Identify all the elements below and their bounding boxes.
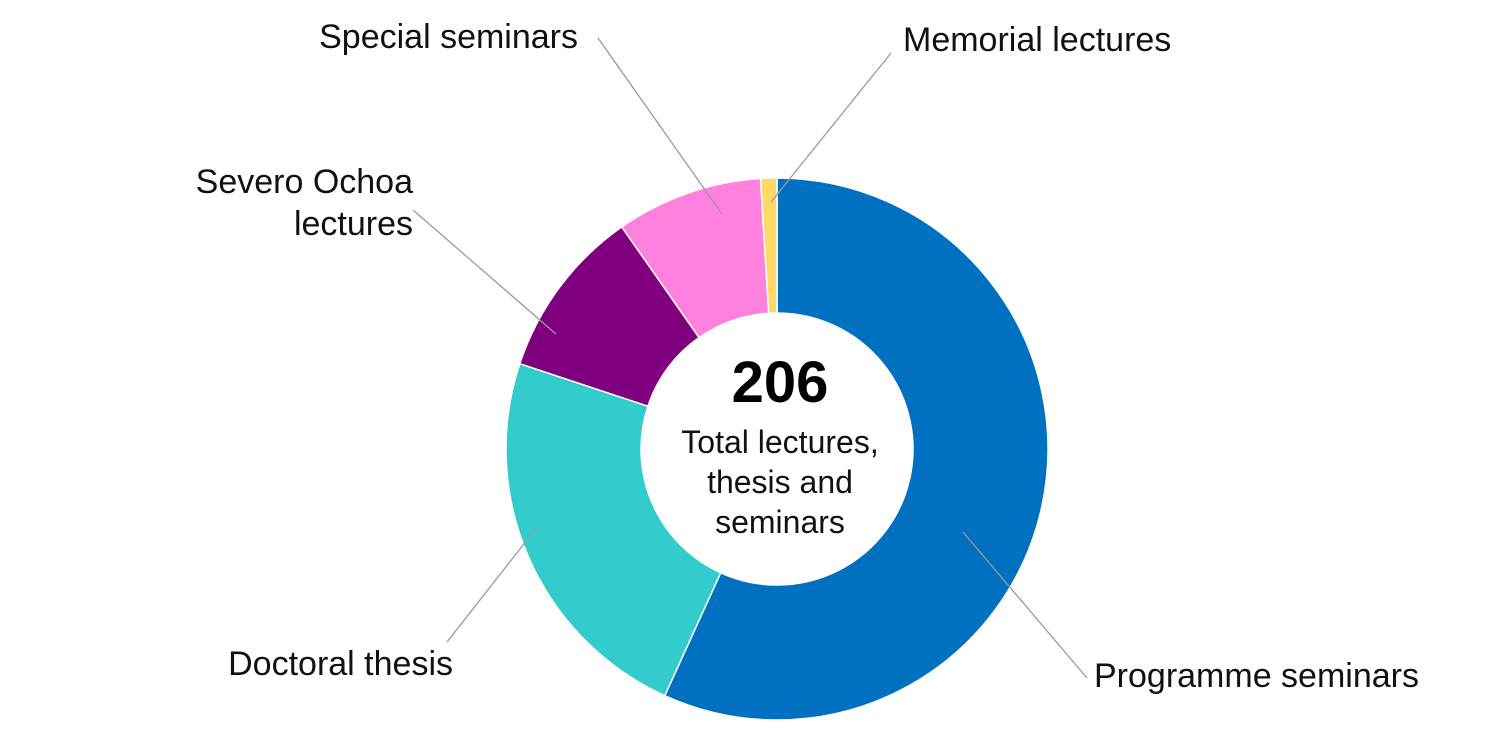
label-programme-seminars: Programme seminars <box>1094 657 1419 695</box>
label-programme-seminars-line-1: Programme seminars <box>1094 657 1419 695</box>
leader-line-severo-ochoa-lectures <box>412 209 557 335</box>
leader-line-doctoral-thesis <box>446 525 539 643</box>
leader-line-memorial-lectures <box>770 52 892 203</box>
center-caption-line-1: Total lectures, <box>681 424 878 460</box>
center-caption-line-2: thesis and <box>707 464 853 500</box>
label-doctoral-thesis: Doctoral thesis <box>228 645 453 683</box>
slice-programme-seminars <box>663 177 1049 721</box>
label-severo-ochoa-lectures-line-1: Severo Ochoa <box>196 163 413 201</box>
slice-memorial-lectures <box>759 177 778 315</box>
label-special-seminars-line-1: Special seminars <box>319 18 578 56</box>
center-total-value: 206 <box>732 350 829 415</box>
label-memorial-lectures: Memorial lectures <box>903 21 1171 59</box>
label-doctoral-thesis-line-1: Doctoral thesis <box>228 645 453 683</box>
label-severo-ochoa-lectures: Severo Ochoa lectures <box>196 163 413 243</box>
label-special-seminars: Special seminars <box>319 18 578 56</box>
leader-lines <box>412 37 1088 679</box>
center-caption-line-3: seminars <box>715 504 845 540</box>
label-severo-ochoa-lectures-line-2: lectures <box>294 205 413 243</box>
slice-labels: Programme seminars Doctoral thesis Severo … <box>196 18 1419 695</box>
label-memorial-lectures-line-1: Memorial lectures <box>903 21 1171 59</box>
leader-line-programme-seminars <box>962 531 1088 679</box>
leader-line-special-seminars <box>597 37 723 215</box>
slice-doctoral-thesis <box>505 362 722 697</box>
